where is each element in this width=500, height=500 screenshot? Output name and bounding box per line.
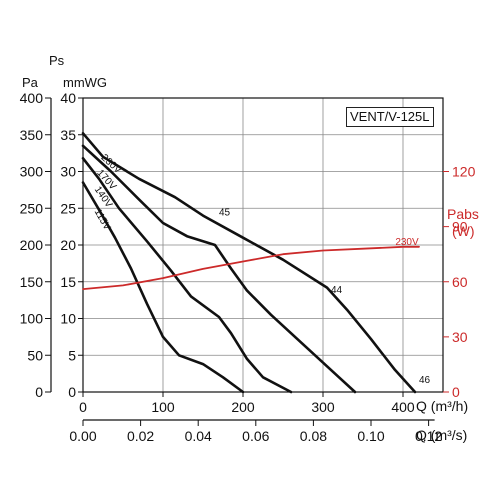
qs-tick-label: 0.06 xyxy=(242,428,269,444)
curve-point-label: 45 xyxy=(219,208,231,219)
mmwg-tick-label: 10 xyxy=(60,311,76,327)
watt-unit-label: (W) xyxy=(452,223,475,239)
mmwg-tick-label: 5 xyxy=(68,347,76,363)
mmwg-tick-label: 30 xyxy=(60,164,76,180)
watt-tick-label: 60 xyxy=(452,274,468,290)
qs-tick-label: 0.04 xyxy=(185,428,212,444)
pa-tick-label: 150 xyxy=(20,274,44,290)
watt-tick-label: 0 xyxy=(452,384,460,400)
curve-point-label: 44 xyxy=(331,285,343,296)
pa-tick-label: 250 xyxy=(20,200,44,216)
mmwg-tick-label: 0 xyxy=(68,384,76,400)
mmwg-tick-label: 15 xyxy=(60,274,76,290)
series-line-230v-right xyxy=(82,245,420,290)
series-line-140v-left xyxy=(81,157,293,394)
pabs-axis-label: Pabs xyxy=(447,206,479,222)
axes xyxy=(45,97,449,426)
watt-tick-label: 120 xyxy=(452,164,476,180)
watt-tick-label: 30 xyxy=(452,329,468,345)
pa-tick-label: 400 xyxy=(20,90,44,106)
pa-tick-label: 100 xyxy=(20,311,44,327)
watt-tick-label: 90 xyxy=(452,219,468,235)
qs-tick-label: 0.00 xyxy=(69,428,96,444)
mmwg-tick-label: 35 xyxy=(60,127,76,143)
mmwg-tick-label: 40 xyxy=(60,90,76,106)
qs-tick-label: 0.08 xyxy=(300,428,327,444)
pa-tick-label: 300 xyxy=(20,164,44,180)
model-label: VENT/V-125L xyxy=(346,107,434,127)
pa-unit-label: Pa xyxy=(22,75,38,90)
qh-tick-label: 300 xyxy=(311,399,335,415)
q-m3s-axis-label: Q (m³/s) xyxy=(416,427,468,443)
qh-tick-label: 0 xyxy=(79,399,87,415)
mmwg-tick-label: 20 xyxy=(60,237,76,253)
pa-tick-label: 350 xyxy=(20,127,44,143)
curve-point-label: 46 xyxy=(419,375,431,386)
qh-tick-label: 200 xyxy=(231,399,255,415)
q-m3h-axis-label: Q (m³/h) xyxy=(416,398,469,414)
mmwg-tick-label: 25 xyxy=(60,200,76,216)
pa-tick-label: 200 xyxy=(20,237,44,253)
pa-tick-label: 0 xyxy=(35,384,43,400)
qs-tick-label: 0.12 xyxy=(415,428,442,444)
series-line-170v-left xyxy=(81,144,357,394)
qs-tick-label: 0.10 xyxy=(357,428,384,444)
series-name-label-power-230v: 230V xyxy=(395,237,419,248)
series-line-115v-left xyxy=(81,181,245,394)
qs-tick-label: 0.02 xyxy=(127,428,154,444)
qh-tick-label: 100 xyxy=(151,399,175,415)
pa-tick-label: 50 xyxy=(27,347,43,363)
ps-axis-label: Ps xyxy=(49,53,65,68)
series-line-230v-left xyxy=(81,132,417,394)
mmwg-unit-label: mmWG xyxy=(63,75,108,90)
qh-tick-label: 400 xyxy=(391,399,415,415)
